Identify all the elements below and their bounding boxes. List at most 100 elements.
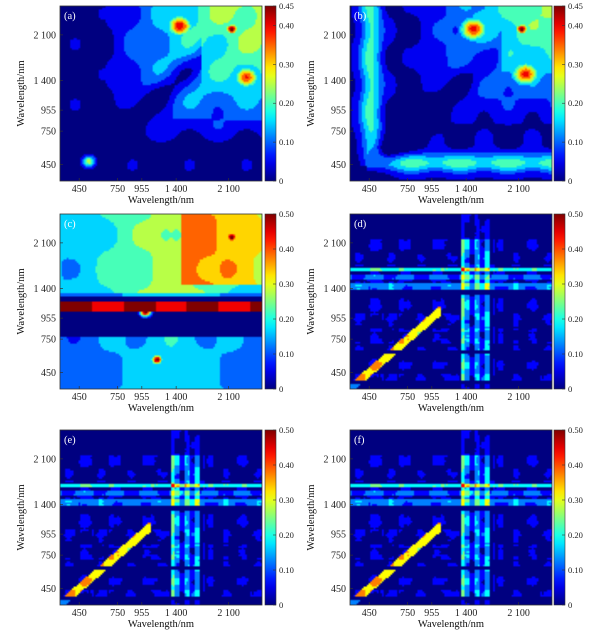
y-tick-label: 450 bbox=[41, 160, 56, 171]
colorbar-tick-label: 0.10 bbox=[568, 137, 583, 147]
x-tick-label: 2 100 bbox=[217, 184, 240, 195]
x-axis-title: Wavelength/nm bbox=[418, 195, 484, 206]
colorbar-tick-label: 0 bbox=[568, 384, 572, 394]
y-tick-label: 450 bbox=[41, 368, 56, 379]
colorbar-tick-label: 0.30 bbox=[279, 279, 294, 289]
x-axis-title: Wavelength/nm bbox=[418, 403, 484, 414]
x-axis-title: Wavelength/nm bbox=[128, 619, 194, 630]
colorbar-tick-label: 0.45 bbox=[568, 1, 583, 11]
colorbar-tick-label: 0.20 bbox=[279, 314, 294, 324]
panel-label: (f) bbox=[354, 435, 365, 446]
colorbar-tick-label: 0 bbox=[279, 384, 283, 394]
y-tick-label: 2 100 bbox=[34, 30, 57, 41]
y-tick-label: 1 400 bbox=[34, 284, 57, 295]
colorbar-tick-label: 0.30 bbox=[568, 495, 583, 505]
x-tick-label: 1 400 bbox=[165, 392, 188, 403]
colorbar-tick-label: 0.50 bbox=[568, 425, 583, 435]
x-tick-label: 2 100 bbox=[217, 608, 240, 619]
heatmap-grid bbox=[60, 214, 262, 389]
colorbar-tick-label: 0 bbox=[279, 176, 283, 186]
heatmap-grid bbox=[60, 430, 262, 605]
x-tick-label: 450 bbox=[362, 184, 377, 195]
colorbar-tick-label: 0.20 bbox=[279, 530, 294, 540]
x-tick-label: 955 bbox=[424, 392, 439, 403]
colorbar bbox=[264, 213, 277, 390]
y-tick-label: 1 400 bbox=[34, 500, 57, 511]
x-tick-label: 1 400 bbox=[165, 184, 188, 195]
heatmap-panel: (d) 450 750 955 1 400 2 100 2 100 1 400 955 750 45… bbox=[306, 209, 583, 414]
y-tick-label: 1 400 bbox=[324, 284, 347, 295]
colorbar-tick-label: 0.50 bbox=[279, 425, 294, 435]
x-tick-label: 750 bbox=[110, 184, 125, 195]
colorbar-tick-label: 0 bbox=[279, 600, 283, 610]
panel-label: (b) bbox=[354, 11, 367, 22]
y-tick-label: 2 100 bbox=[34, 238, 57, 249]
colorbar-tick-label: 0.40 bbox=[568, 244, 583, 254]
y-tick-label: 1 400 bbox=[324, 76, 347, 87]
x-tick-label: 1 400 bbox=[165, 608, 188, 619]
y-tick-label: 750 bbox=[331, 335, 346, 346]
x-tick-label: 450 bbox=[72, 184, 87, 195]
heatmap-panel: (c) 450 750 955 1 400 2 100 2 100 1 400 955 750 45… bbox=[16, 209, 294, 414]
x-tick-label: 750 bbox=[110, 608, 125, 619]
y-tick-label: 955 bbox=[331, 530, 346, 541]
colorbar-tick-label: 0.10 bbox=[568, 349, 583, 359]
heatmap-grid bbox=[350, 430, 552, 605]
plot-frame bbox=[59, 213, 263, 390]
y-tick-label: 750 bbox=[41, 127, 56, 138]
colorbar-tick-label: 0.10 bbox=[279, 565, 294, 575]
colorbar-tick-label: 0.40 bbox=[568, 460, 583, 470]
colorbar-tick-label: 0.40 bbox=[568, 20, 583, 30]
y-tick-label: 1 400 bbox=[34, 76, 57, 87]
y-axis-title: Wavelength/nm bbox=[306, 268, 317, 334]
colorbar-tick-label: 0.50 bbox=[279, 209, 294, 219]
y-axis-title: Wavelength/nm bbox=[16, 484, 27, 550]
colorbar-tick-label: 0.10 bbox=[568, 565, 583, 575]
heatmap-panel: (f) 450 750 955 1 400 2 100 2 100 1 400 955 750 45… bbox=[306, 425, 583, 630]
y-tick-label: 2 100 bbox=[324, 238, 347, 249]
heatmap-panel: (b) 450 750 955 1 400 2 100 2 100 1 400 955 750 45… bbox=[306, 1, 583, 206]
y-axis-title: Wavelength/nm bbox=[306, 484, 317, 550]
y-tick-label: 750 bbox=[331, 127, 346, 138]
y-axis-title: Wavelength/nm bbox=[306, 60, 317, 126]
y-tick-label: 955 bbox=[41, 530, 56, 541]
plot-frame bbox=[59, 429, 263, 606]
y-tick-label: 450 bbox=[331, 368, 346, 379]
colorbar-tick-label: 0.20 bbox=[568, 530, 583, 540]
x-tick-label: 750 bbox=[400, 392, 415, 403]
colorbar-tick-label: 0.20 bbox=[279, 98, 294, 108]
colorbar-tick-label: 0.40 bbox=[279, 20, 294, 30]
colorbar-tick-label: 0.10 bbox=[279, 137, 294, 147]
x-tick-label: 450 bbox=[72, 392, 87, 403]
plot-frame bbox=[349, 5, 553, 182]
plot-frame bbox=[349, 213, 553, 390]
colorbar bbox=[553, 5, 566, 182]
y-tick-label: 955 bbox=[331, 106, 346, 117]
panel-label: (c) bbox=[64, 219, 76, 230]
x-tick-label: 1 400 bbox=[455, 608, 478, 619]
x-tick-label: 955 bbox=[134, 184, 149, 195]
x-tick-label: 2 100 bbox=[217, 392, 240, 403]
y-tick-label: 955 bbox=[41, 106, 56, 117]
plot-frame bbox=[349, 429, 553, 606]
colorbar bbox=[553, 429, 566, 606]
y-axis-title: Wavelength/nm bbox=[16, 268, 27, 334]
y-tick-label: 450 bbox=[41, 584, 56, 595]
x-tick-label: 955 bbox=[424, 608, 439, 619]
colorbar bbox=[264, 429, 277, 606]
colorbar-tick-label: 0.20 bbox=[568, 98, 583, 108]
x-axis-title: Wavelength/nm bbox=[128, 195, 194, 206]
colorbar-tick-label: 0.30 bbox=[279, 59, 294, 69]
colorbar-tick-label: 0.40 bbox=[279, 244, 294, 254]
colorbar bbox=[553, 213, 566, 390]
y-tick-label: 2 100 bbox=[324, 30, 347, 41]
x-tick-label: 955 bbox=[134, 608, 149, 619]
colorbar-tick-label: 0 bbox=[568, 176, 572, 186]
colorbar-tick-label: 0.30 bbox=[568, 279, 583, 289]
x-tick-label: 1 400 bbox=[455, 184, 478, 195]
y-tick-label: 450 bbox=[331, 160, 346, 171]
x-tick-label: 750 bbox=[400, 184, 415, 195]
x-tick-label: 450 bbox=[362, 392, 377, 403]
y-tick-label: 955 bbox=[41, 314, 56, 325]
colorbar-tick-label: 0.45 bbox=[279, 1, 294, 11]
